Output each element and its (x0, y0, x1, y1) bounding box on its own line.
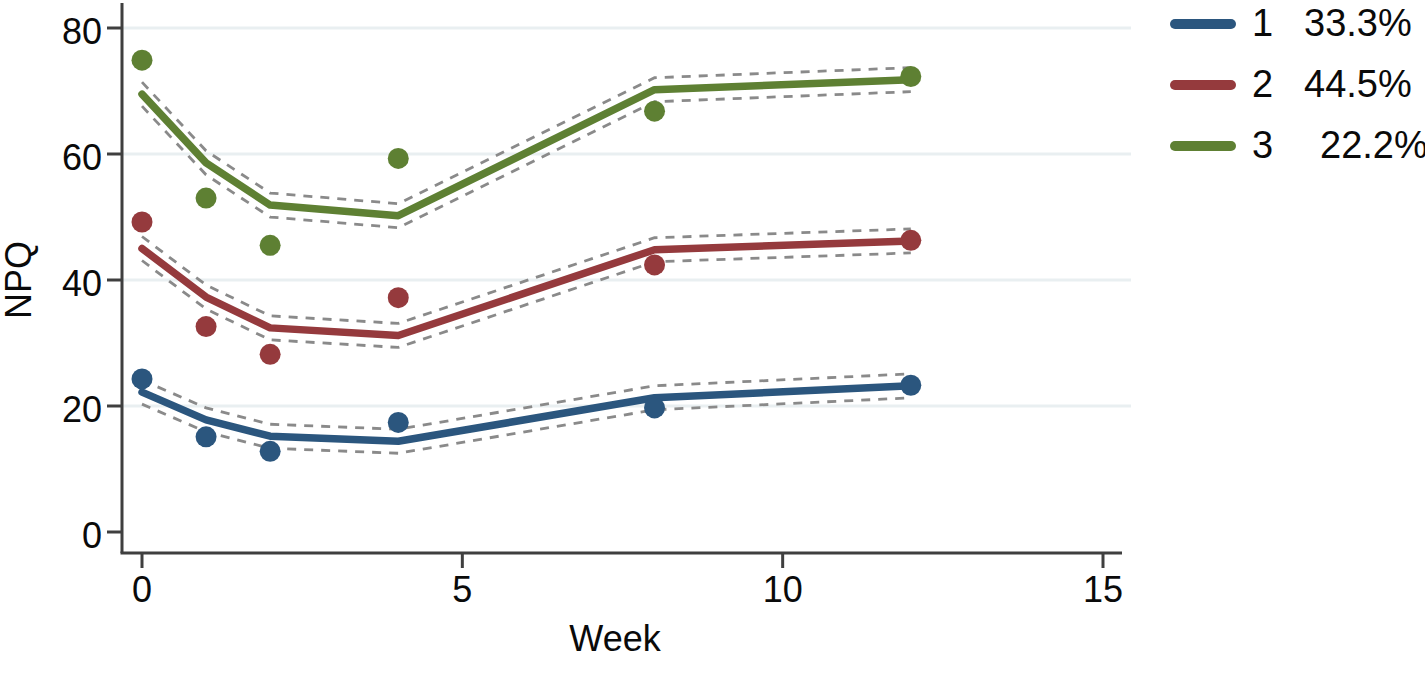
x-tick-label-5: 5 (417, 572, 507, 608)
y-tick-label-0: 0 (22, 518, 102, 554)
class-2-observed-point-week-2 (260, 344, 281, 365)
class-2-swatch (1170, 80, 1236, 90)
class-1-observed-point-week-4 (388, 412, 409, 433)
class-1-observed-point-week-2 (260, 441, 281, 462)
class-1-observed-point-week-0 (132, 368, 153, 389)
y-axis-title: NPQ (1, 235, 37, 325)
class-2-observed-point-week-0 (132, 212, 153, 233)
chart-figure: 020406080051015 Week NPQ 1 33.3% 2 44.5%… (0, 0, 1425, 673)
legend-class-label: 3 (1252, 124, 1300, 167)
y-tick-label-20: 20 (22, 392, 102, 428)
class-3-fitted-line (142, 80, 911, 216)
class-3-observed-point-week-2 (260, 235, 281, 256)
legend-class-percent: 22.2% (1320, 124, 1425, 167)
class-3-swatch (1170, 141, 1236, 151)
class-3-observed-point-week-8 (644, 101, 665, 122)
class-1-observed-point-week-8 (644, 397, 665, 418)
legend-class-label: 1 (1252, 2, 1300, 45)
legend: 1 33.3% 2 44.5% 3 22.2% (1170, 0, 1425, 176)
class-3-ci-upper-line (142, 68, 911, 204)
legend-row-class-2: 2 44.5% (1170, 54, 1425, 115)
class-2-observed-point-week-8 (644, 254, 665, 275)
class-2-observed-point-week-4 (388, 287, 409, 308)
class-3-ci-lower-line (142, 92, 911, 228)
x-tick-label-15: 15 (1058, 572, 1148, 608)
class-1-swatch (1170, 19, 1236, 29)
legend-row-class-1: 1 33.3% (1170, 0, 1425, 54)
class-2-observed-point-week-12 (900, 230, 921, 251)
y-tick-label-80: 80 (22, 14, 102, 50)
class-2-ci-lower-line (142, 253, 911, 348)
legend-class-label: 2 (1252, 63, 1300, 106)
class-2-fitted-line (142, 241, 911, 336)
class-3-observed-point-week-4 (388, 148, 409, 169)
class-3-observed-point-week-1 (196, 188, 217, 209)
x-tick-label-0: 0 (97, 572, 187, 608)
x-tick-label-10: 10 (738, 572, 828, 608)
y-tick-label-60: 60 (22, 140, 102, 176)
legend-class-percent: 44.5% (1304, 63, 1412, 106)
class-3-observed-point-week-12 (900, 66, 921, 87)
legend-row-class-3: 3 22.2% (1170, 115, 1425, 176)
legend-class-percent: 33.3% (1304, 2, 1412, 45)
class-1-observed-point-week-1 (196, 426, 217, 447)
x-axis-title: Week (540, 621, 690, 657)
class-3-observed-point-week-0 (132, 50, 153, 71)
class-2-observed-point-week-1 (196, 316, 217, 337)
class-1-observed-point-week-12 (900, 375, 921, 396)
